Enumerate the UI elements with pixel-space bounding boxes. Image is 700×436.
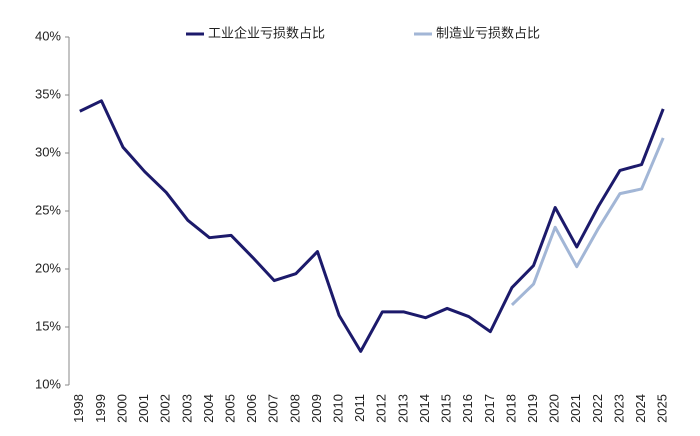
x-tick-label: 2015 xyxy=(439,394,454,423)
series-line xyxy=(510,137,665,307)
x-tick-label: 2006 xyxy=(244,394,259,423)
x-tick-label: 2012 xyxy=(374,394,389,423)
y-tick-label: 10% xyxy=(35,376,61,391)
x-tick-label: 2007 xyxy=(266,394,281,423)
x-tick-label: 2002 xyxy=(158,394,173,423)
x-tick-label: 2010 xyxy=(331,394,346,423)
y-tick-label: 15% xyxy=(35,318,61,333)
x-tick-label: 2014 xyxy=(417,394,432,423)
x-tick-label: 2008 xyxy=(287,394,302,423)
y-tick-label: 40% xyxy=(35,28,61,43)
x-tick-label: 1998 xyxy=(71,394,86,423)
x-tick-label: 2000 xyxy=(114,394,129,423)
x-tick-label: 2018 xyxy=(503,394,518,423)
y-tick-label: 35% xyxy=(35,86,61,101)
x-tick-label: 1999 xyxy=(93,394,108,423)
x-tick-label: 2011 xyxy=(352,394,367,422)
y-tick-label: 20% xyxy=(35,260,61,275)
x-tick-label: 2001 xyxy=(136,394,151,423)
legend-label: 工业企业亏损数占比 xyxy=(208,25,325,40)
x-tick-label: 2003 xyxy=(179,394,194,423)
x-tick-label: 2020 xyxy=(547,394,562,423)
y-tick-label: 30% xyxy=(35,144,61,159)
y-tick-label: 25% xyxy=(35,202,61,217)
x-tick-label: 2005 xyxy=(222,394,237,423)
x-tick-label: 2021 xyxy=(568,394,583,423)
x-tick-label: 2017 xyxy=(482,394,497,423)
series-line xyxy=(79,99,665,353)
x-tick-label: 2022 xyxy=(590,394,605,423)
x-tick-label: 2004 xyxy=(201,394,216,423)
x-tick-label: 2024 xyxy=(633,394,648,423)
x-tick-label: 2009 xyxy=(309,394,324,423)
x-tick-label: 2025 xyxy=(655,394,670,423)
legend-label: 制造业亏损数占比 xyxy=(436,25,540,40)
x-tick-label: 2016 xyxy=(460,394,475,423)
x-tick-label: 2019 xyxy=(525,394,540,423)
x-tick-label: 2013 xyxy=(395,394,410,423)
x-tick-label: 2023 xyxy=(611,394,626,423)
